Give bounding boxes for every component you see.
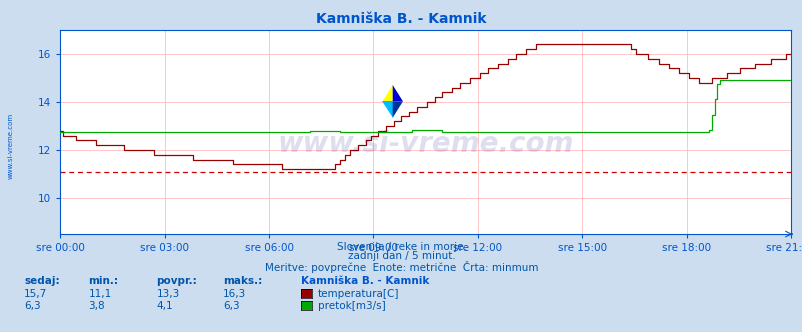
Text: Meritve: povprečne  Enote: metrične  Črta: minmum: Meritve: povprečne Enote: metrične Črta:… (265, 261, 537, 273)
Text: Kamniška B. - Kamnik: Kamniška B. - Kamnik (316, 12, 486, 26)
Text: 16,3: 16,3 (223, 289, 246, 299)
Text: 6,3: 6,3 (24, 301, 41, 311)
Text: 6,3: 6,3 (223, 301, 240, 311)
Text: 3,8: 3,8 (88, 301, 105, 311)
Text: Slovenija / reke in morje.: Slovenija / reke in morje. (336, 242, 466, 252)
Polygon shape (392, 85, 403, 101)
Text: www.si-vreme.com: www.si-vreme.com (277, 130, 573, 158)
Polygon shape (382, 85, 392, 101)
Text: 4,1: 4,1 (156, 301, 173, 311)
Text: www.si-vreme.com: www.si-vreme.com (7, 113, 14, 179)
Text: min.:: min.: (88, 276, 118, 286)
Text: maks.:: maks.: (223, 276, 262, 286)
Text: 11,1: 11,1 (88, 289, 111, 299)
Polygon shape (382, 101, 392, 118)
Text: sedaj:: sedaj: (24, 276, 59, 286)
Text: Kamniška B. - Kamnik: Kamniška B. - Kamnik (301, 276, 429, 286)
Text: 13,3: 13,3 (156, 289, 180, 299)
Text: temperatura[C]: temperatura[C] (318, 289, 399, 299)
Text: 15,7: 15,7 (24, 289, 47, 299)
Text: pretok[m3/s]: pretok[m3/s] (318, 301, 385, 311)
Text: povpr.:: povpr.: (156, 276, 197, 286)
Text: zadnji dan / 5 minut.: zadnji dan / 5 minut. (347, 251, 455, 261)
Polygon shape (392, 101, 403, 118)
